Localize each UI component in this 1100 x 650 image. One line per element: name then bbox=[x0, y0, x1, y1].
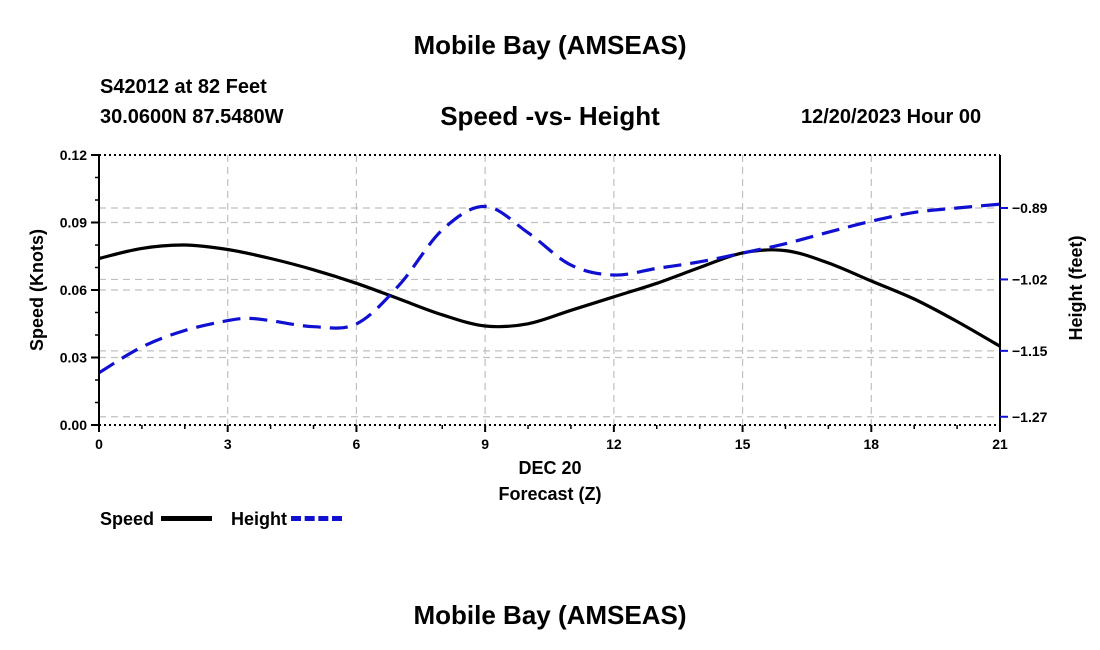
x-tick-label: 0 bbox=[95, 436, 103, 452]
height-series-line bbox=[98, 202, 1001, 375]
y2-axis-title: Height (feet) bbox=[1066, 236, 1086, 341]
legend-height-label: Height bbox=[231, 509, 287, 529]
grid-lines bbox=[99, 155, 1000, 425]
legend-speed-swatch bbox=[161, 516, 212, 521]
station-label: S42012 at 82 Feet bbox=[100, 76, 267, 98]
x-tick-label: 3 bbox=[224, 436, 232, 452]
location-label: 30.0600N 87.5480W bbox=[100, 106, 284, 128]
y-tick-label: 0.06 bbox=[60, 282, 87, 298]
chart-title: Speed -vs- Height bbox=[440, 101, 660, 131]
legend-speed-label: Speed bbox=[100, 509, 155, 529]
axes: 0 3 6 9 12 15 18 21 0.00 0.03 0.06 0.09 0.12 −0.89 −1.… bbox=[60, 147, 1048, 452]
legend-height-swatch bbox=[291, 516, 342, 521]
footer-title: Mobile Bay (AMSEAS) bbox=[413, 600, 687, 630]
y-axis-title: Speed (Knots) bbox=[27, 229, 47, 351]
x-tick-label: 18 bbox=[863, 436, 879, 452]
x-tick-label: 15 bbox=[735, 436, 751, 452]
page-title: Mobile Bay (AMSEAS) bbox=[413, 30, 687, 60]
x-tick-label: 12 bbox=[606, 436, 622, 452]
x-tick-label: 9 bbox=[481, 436, 489, 452]
x-tick-label: 6 bbox=[353, 436, 361, 452]
x-axis-title: Forecast (Z) bbox=[498, 484, 601, 504]
series-layer bbox=[98, 202, 1001, 375]
y2-tick-label: −0.89 bbox=[1012, 200, 1048, 216]
y-tick-label: 0.12 bbox=[60, 147, 87, 163]
forecast-datetime: 12/20/2023 Hour 00 bbox=[801, 106, 982, 128]
y-tick-label: 0.00 bbox=[60, 417, 87, 433]
speed-series-line bbox=[98, 243, 1001, 348]
y-tick-label: 0.03 bbox=[60, 350, 87, 366]
y-tick-label: 0.09 bbox=[60, 215, 87, 231]
y2-tick-label: −1.15 bbox=[1012, 343, 1048, 359]
y2-tick-label: −1.27 bbox=[1012, 409, 1048, 425]
y2-tick-label: −1.02 bbox=[1012, 271, 1048, 287]
x-tick-label: 21 bbox=[992, 436, 1008, 452]
x-axis-date-label: DEC 20 bbox=[518, 458, 581, 478]
